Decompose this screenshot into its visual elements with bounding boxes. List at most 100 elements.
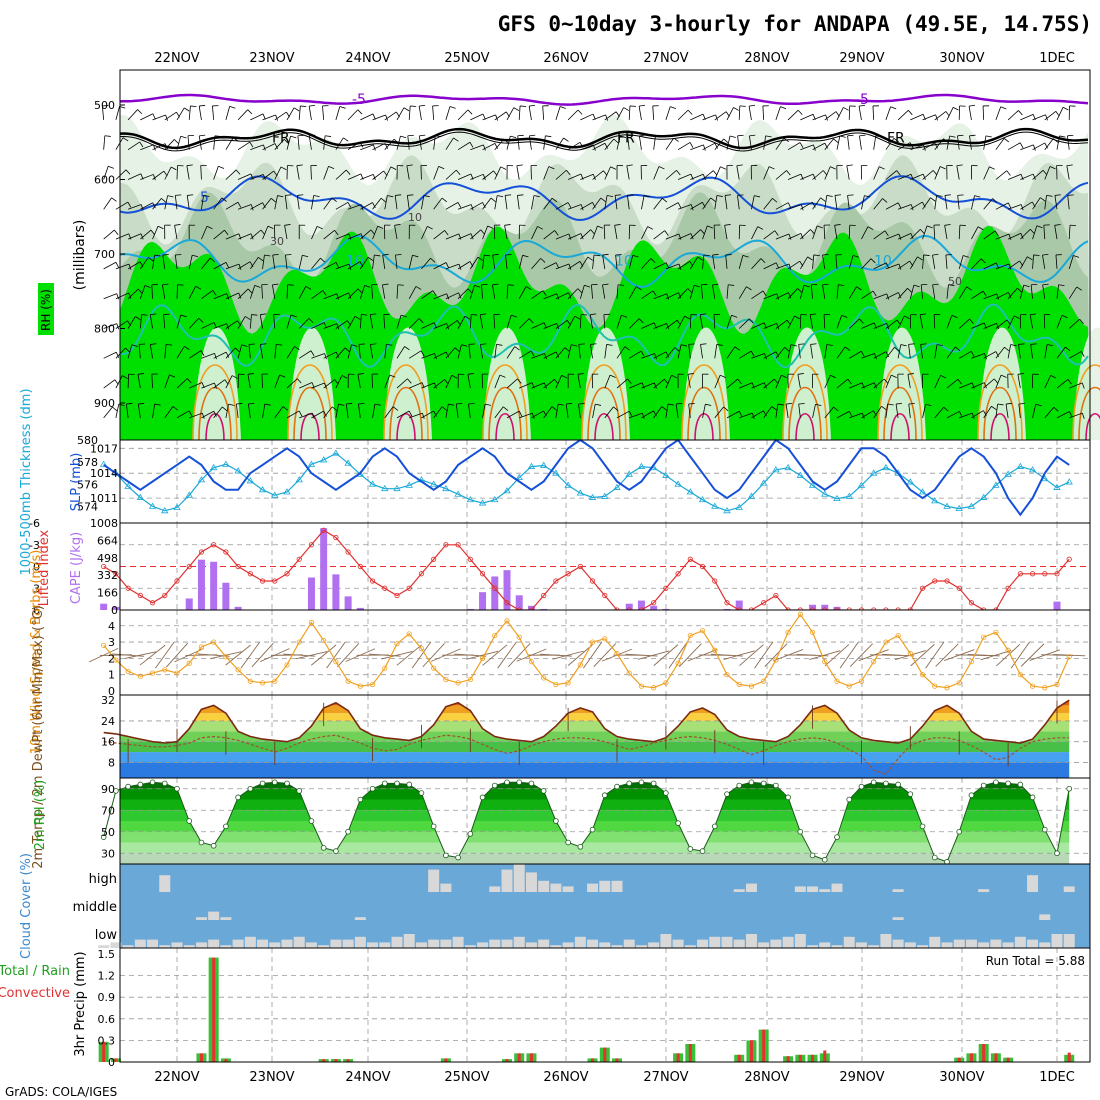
wind-barb-flag: [647, 226, 654, 230]
wind-barb: [213, 229, 225, 240]
wind-barb: [579, 314, 582, 329]
wind-barb: [641, 226, 648, 240]
wind-barb: [785, 403, 789, 418]
wind-barb-flag: [335, 351, 340, 358]
wind-barb-flag: [687, 373, 694, 375]
wind-barb: [249, 285, 256, 299]
thickness-marker: [747, 492, 756, 499]
wind-barb: [763, 406, 773, 419]
wind-barb: [433, 293, 447, 300]
wind-barb-flag: [324, 382, 327, 389]
lifted-index-marker: [149, 600, 156, 606]
wind-barb: [298, 255, 303, 269]
cloud-bar-high: [587, 883, 599, 892]
wind-barb: [188, 255, 193, 269]
rh-marker: [210, 842, 217, 849]
contour-label: FR: [887, 131, 905, 147]
wind-barb: [958, 255, 964, 270]
wind-barb: [470, 144, 484, 151]
wind-speed-marker: [455, 680, 461, 686]
wind-barb: [616, 284, 619, 299]
rh-marker: [870, 779, 877, 786]
wind-barb-flag: [712, 283, 719, 286]
wind-barb: [787, 173, 802, 180]
wind-speed-marker: [956, 680, 962, 686]
precip-convective-bar: [224, 1059, 228, 1062]
wind-barb: [847, 195, 850, 210]
wind-barb-flag: [597, 225, 604, 229]
wind-barb-flag: [309, 104, 316, 107]
wind-barb: [432, 105, 435, 120]
lifted-index-marker: [321, 527, 327, 533]
rh-tick: 90: [101, 783, 115, 796]
wind-barb: [396, 314, 402, 329]
wind-barb: [1007, 204, 1022, 210]
wind-barb: [250, 144, 264, 151]
wind-barb-flag: [788, 233, 792, 240]
cape-bar: [821, 604, 829, 610]
wind-barb-flag: [886, 323, 890, 330]
wind-barb: [959, 382, 973, 389]
date-label-bottom: 27NOV: [643, 1070, 688, 1085]
cape-bar: [100, 603, 108, 610]
thickness-marker: [454, 490, 462, 497]
wind-barb: [580, 144, 594, 151]
wind-barb-flag: [457, 202, 462, 208]
wind-barb: [800, 229, 811, 240]
wind-barb: [494, 111, 507, 121]
rh-marker: [553, 818, 559, 824]
wind-barb-flag: [393, 138, 399, 144]
thickness-marker: [723, 507, 731, 514]
wind-barb-flag: [833, 138, 839, 144]
wind-barb: [567, 204, 582, 210]
rh-marker: [406, 781, 413, 788]
wind-barb-flag: [710, 197, 716, 202]
wind-barb: [1007, 287, 1018, 299]
wind-barb-flag: [574, 315, 581, 320]
wind-barb-flag: [214, 382, 217, 389]
lifted-index-marker: [577, 563, 583, 570]
wind-barb-flag: [716, 195, 723, 197]
lifted-index-marker: [1042, 571, 1048, 577]
wind-barb: [567, 141, 581, 151]
wind-barb-flag: [568, 233, 572, 240]
thickness-marker: [918, 488, 927, 495]
wind-barb: [103, 379, 116, 389]
wind-barb-flag: [525, 286, 532, 290]
wind-barb: [137, 403, 141, 418]
wind-barb: [885, 106, 891, 121]
wind-barb: [910, 201, 923, 210]
wind-barb: [602, 284, 606, 299]
wind-barb-flag: [522, 254, 529, 258]
wind-barb-flag: [351, 344, 358, 347]
wind-barb-flag: [116, 323, 120, 330]
wind-barb: [369, 314, 373, 329]
wind-barb: [396, 284, 399, 299]
wind-barb: [286, 107, 295, 121]
wind-barb: [555, 292, 569, 300]
wind-barb: [714, 166, 721, 180]
wind-barb-flag: [461, 344, 468, 347]
wind-barb: [445, 202, 459, 210]
cape-bar: [540, 608, 548, 610]
wind-barb-flag: [875, 135, 882, 138]
wind-barb: [567, 109, 579, 121]
wind-barb: [1044, 111, 1057, 121]
wind-barb-flag: [122, 137, 129, 142]
wind-barb-flag: [737, 378, 742, 385]
precip-convective-bar: [529, 1053, 533, 1062]
surface-wind-barb: [295, 651, 328, 660]
cape-bar: [833, 606, 841, 610]
wind-barb-flag: [638, 318, 644, 324]
wind-barb: [357, 374, 361, 389]
wind-speed-marker: [162, 667, 168, 673]
wind-barb-flag: [676, 170, 681, 176]
thickness-marker: [515, 473, 523, 481]
wind-barb: [174, 254, 178, 269]
wind-barb-flag: [372, 202, 376, 209]
wind-barb: [225, 106, 231, 121]
wind-barb-flag: [935, 114, 938, 121]
precip-convective-bar: [786, 1056, 790, 1062]
wind-barb-flag: [167, 195, 174, 198]
rh-marker: [601, 792, 608, 798]
